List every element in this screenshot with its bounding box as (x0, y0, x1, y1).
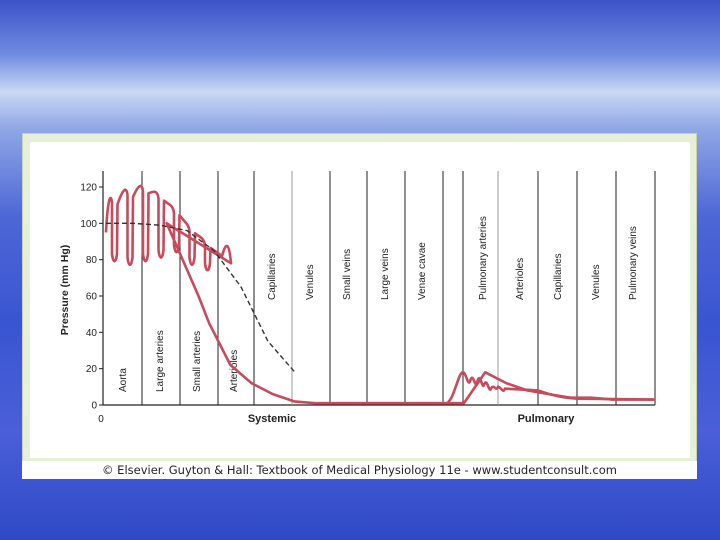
section-label-pulmonary: Pulmonary (518, 413, 576, 425)
region-label: Small arteries (192, 331, 203, 392)
copyright-caption: © Elsevier. Guyton & Hall: Textbook of M… (22, 461, 697, 479)
section-label-systemic: Systemic (248, 413, 296, 425)
region-label: Pulmonary veins (628, 226, 639, 300)
region-label: Large arteries (155, 330, 166, 392)
y-tick-label: 60 (86, 292, 98, 303)
y-tick-label: 100 (80, 219, 97, 230)
pulsatile-pressure-curve (104, 184, 655, 405)
pulmonary-pressure-curve (446, 370, 654, 405)
region-label: Capillaries (553, 253, 564, 300)
region-label: Venules (591, 264, 602, 300)
y-tick-label: 80 (86, 255, 98, 266)
region-label: Venae cavae (417, 242, 428, 300)
y-tick-label: 0 (91, 401, 97, 412)
region-label: Venules (305, 264, 316, 300)
region-label: Small veins (342, 249, 353, 300)
y-tick-label: 40 (86, 328, 98, 339)
region-label: Arterioles (229, 350, 240, 392)
mean-pressure-curve (105, 222, 296, 373)
y-tick-label: 20 (86, 364, 98, 375)
region-label: Aorta (118, 368, 129, 392)
region-label: Capillaries (267, 253, 278, 300)
y-tick-label: 120 (80, 183, 97, 194)
x-start-label: 0 (98, 414, 104, 425)
y-axis-title: Pressure (mm Hg) (59, 245, 71, 335)
region-label: Pulmonary arteries (478, 216, 489, 300)
region-label: Arterioles (515, 258, 526, 300)
region-label: Large veins (380, 248, 391, 300)
